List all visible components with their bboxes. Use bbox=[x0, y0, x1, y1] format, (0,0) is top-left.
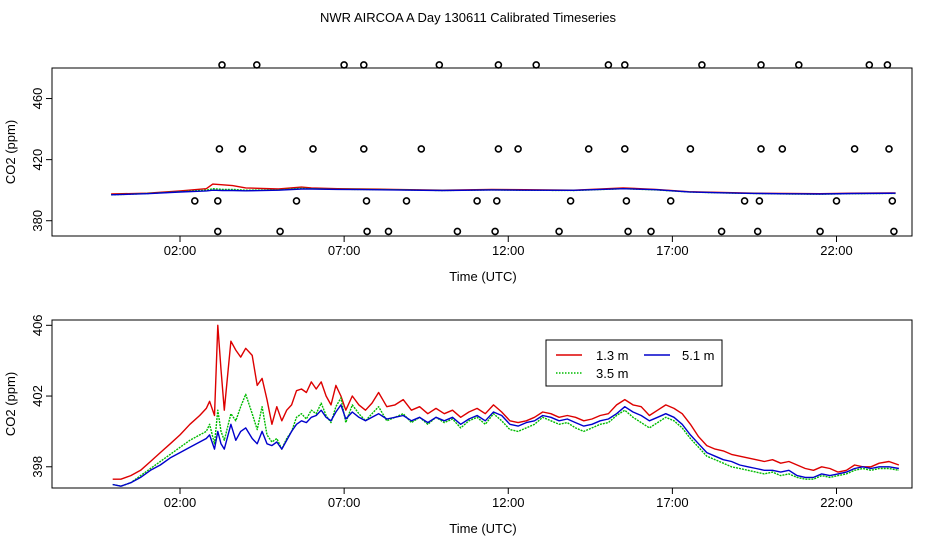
flag-point bbox=[698, 61, 706, 69]
bottom-series-lines bbox=[112, 324, 900, 487]
flag-point bbox=[740, 197, 749, 205]
flag-point bbox=[604, 61, 613, 69]
flag-point bbox=[276, 227, 284, 236]
flag-point bbox=[384, 227, 393, 236]
bottom-y-tick-label: 402 bbox=[30, 385, 45, 407]
bottom-x-tick-label: 17:00 bbox=[656, 495, 689, 510]
top-x-tick-label: 12:00 bbox=[492, 243, 525, 258]
flag-point bbox=[214, 197, 222, 205]
legend-label-3-5m: 3.5 m bbox=[596, 366, 629, 381]
bottom-y-tick-label: 398 bbox=[30, 456, 45, 478]
flag-point bbox=[755, 197, 764, 205]
flag-point bbox=[686, 145, 695, 153]
bottom-x-tick-label: 22:00 bbox=[820, 495, 853, 510]
legend-box bbox=[545, 339, 723, 387]
bottom-x-tick-label: 02:00 bbox=[164, 495, 197, 510]
flag-point bbox=[620, 61, 629, 69]
top-flag-points bbox=[191, 61, 898, 236]
bottom-x-tick-label: 12:00 bbox=[492, 495, 525, 510]
flag-point bbox=[494, 145, 503, 153]
flag-point bbox=[435, 61, 444, 69]
flag-point bbox=[532, 61, 541, 69]
flag-point bbox=[620, 145, 629, 153]
bottom-plot-frame bbox=[51, 319, 913, 489]
flag-point bbox=[359, 61, 368, 69]
top-series-5-1-mline bbox=[111, 187, 896, 196]
bottom-series-1-3-mline bbox=[112, 324, 900, 480]
top-y-tick-label: 420 bbox=[30, 149, 45, 171]
flag-point bbox=[832, 197, 841, 205]
flag-point bbox=[794, 61, 803, 69]
legend: 1.3 m 5.1 m 3.5 m bbox=[545, 339, 723, 387]
flag-point bbox=[624, 227, 632, 236]
bottom-x-axis: 02:00 07:00 12:00 17:00 22:00 bbox=[164, 488, 853, 510]
flag-point bbox=[753, 227, 762, 236]
bottom-x-tick-label: 07:00 bbox=[328, 495, 361, 510]
top-x-tick-label: 17:00 bbox=[656, 243, 689, 258]
flag-point bbox=[417, 145, 426, 153]
flag-point bbox=[622, 197, 631, 205]
flag-point bbox=[514, 145, 522, 153]
flag-point bbox=[555, 227, 563, 236]
top-x-axis: 02:00 07:00 12:00 17:00 22:00 bbox=[164, 236, 853, 258]
flag-point bbox=[647, 227, 655, 236]
top-y-tick-label: 460 bbox=[30, 88, 45, 110]
flag-point bbox=[191, 197, 199, 205]
flag-point bbox=[473, 197, 481, 205]
flag-point bbox=[402, 197, 411, 205]
flag-point bbox=[757, 61, 765, 69]
flag-point bbox=[566, 197, 575, 205]
flag-point bbox=[717, 227, 726, 236]
top-plot-frame bbox=[51, 67, 913, 237]
flag-point bbox=[359, 145, 368, 153]
bottom-x-axis-label: Time (UTC) bbox=[449, 521, 516, 536]
flag-point bbox=[885, 145, 893, 153]
top-x-tick-label: 02:00 bbox=[164, 243, 197, 258]
flag-point bbox=[218, 61, 226, 69]
top-y-axis-label: CO2 (ppm) bbox=[3, 120, 18, 184]
flag-point bbox=[214, 227, 222, 236]
bottom-y-axis: 398 402 406 bbox=[30, 314, 52, 478]
legend-label-1-3m: 1.3 m bbox=[596, 348, 629, 363]
flag-point bbox=[494, 61, 503, 69]
bottom-y-tick-label: 406 bbox=[30, 314, 45, 336]
top-x-tick-label: 22:00 bbox=[820, 243, 853, 258]
flag-point bbox=[890, 227, 898, 236]
flag-point bbox=[584, 145, 593, 153]
flag-point bbox=[888, 197, 897, 205]
top-panel: 02:00 07:00 12:00 17:00 22:00 380 420 460 Time… bbox=[3, 61, 913, 284]
top-series-lines bbox=[111, 183, 896, 196]
legend-label-5-1m: 5.1 m bbox=[682, 348, 715, 363]
chart-title: NWR AIRCOA A Day 130611 Calibrated Times… bbox=[320, 10, 616, 25]
flag-point bbox=[362, 197, 371, 205]
bottom-panel: 02:00 07:00 12:00 17:00 22:00 398 402 406 Time… bbox=[3, 314, 913, 536]
flag-point bbox=[491, 227, 499, 236]
top-y-axis: 380 420 460 bbox=[30, 88, 52, 232]
bottom-series-3-5-mline bbox=[112, 393, 900, 487]
flag-point bbox=[238, 145, 247, 153]
flag-point bbox=[850, 145, 859, 153]
flag-point bbox=[883, 61, 892, 69]
flag-point bbox=[292, 197, 301, 205]
flag-point bbox=[252, 61, 261, 69]
bottom-y-axis-label: CO2 (ppm) bbox=[3, 372, 18, 436]
flag-point bbox=[340, 61, 348, 69]
flag-point bbox=[757, 145, 765, 153]
flag-point bbox=[453, 227, 462, 236]
flag-point bbox=[778, 145, 787, 153]
flag-point bbox=[666, 197, 675, 205]
flag-point bbox=[865, 61, 874, 69]
top-x-tick-label: 07:00 bbox=[328, 243, 361, 258]
flag-point bbox=[492, 197, 501, 205]
flag-point bbox=[363, 227, 371, 236]
bottom-series-5-1-mline bbox=[112, 404, 900, 487]
flag-point bbox=[309, 145, 317, 153]
top-y-tick-label: 380 bbox=[30, 210, 45, 232]
flag-point bbox=[215, 145, 224, 153]
top-x-axis-label: Time (UTC) bbox=[449, 269, 516, 284]
flag-point bbox=[816, 227, 824, 236]
